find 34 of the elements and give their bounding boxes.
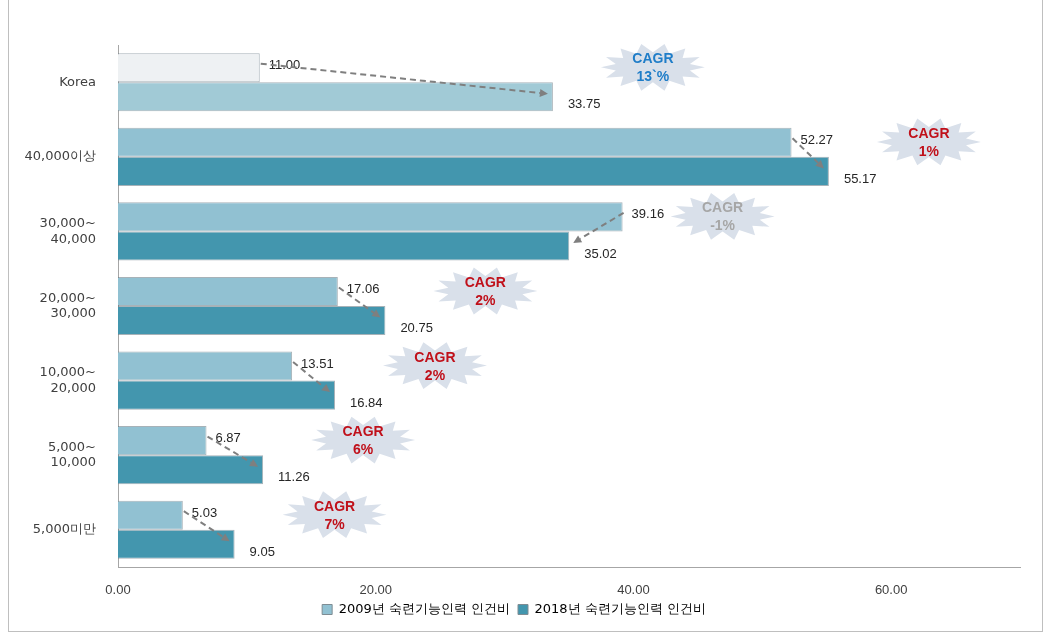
y-tick-label: 10,000~ 20,000: [39, 364, 96, 395]
data-label: 20.75: [400, 320, 433, 336]
annotation: CAGR 2%: [463, 273, 507, 309]
data-label: 11.26: [278, 469, 310, 485]
data-label: 11.00: [268, 57, 301, 73]
x-tick-label: 0.00: [105, 582, 131, 598]
annotation: CAGR -1%: [700, 198, 745, 235]
data-label: 39.16: [631, 206, 665, 222]
data-label: 13.51: [301, 355, 334, 371]
annotation: CAGR 2%: [413, 347, 457, 384]
x-tick-label: 60.00: [874, 582, 908, 598]
data-label: 33.75: [567, 96, 601, 112]
data-label: 17.06: [346, 281, 380, 297]
data-label: 16.84: [350, 394, 383, 410]
data-label: 55.17: [843, 170, 877, 186]
y-tick-label: 30,000~ 40,000: [39, 215, 96, 246]
data-label: 35.02: [584, 245, 617, 261]
y-tick-label: 40,000이상: [24, 148, 96, 164]
y-tick-label: 5,000미만: [32, 521, 96, 537]
annotation: CAGR 6%: [341, 422, 385, 459]
x-tick-label: 20.00: [359, 582, 392, 598]
y-tick-label: 5,000~ 10,000: [47, 438, 96, 470]
legend-label: 2018년 숙련기능인력 인건비: [534, 600, 706, 616]
legend-label: 2009년 숙련기능인력 인건비: [338, 600, 511, 616]
y-tick-label: Korea: [59, 73, 96, 89]
data-label: 52.27: [800, 131, 834, 147]
x-tick-label: 40.00: [617, 582, 650, 598]
y-tick-label: 20,000~ 30,000: [39, 289, 96, 321]
annotation: CAGR 13`%: [631, 49, 675, 86]
data-label: 5.03: [191, 504, 218, 520]
annotation: CAGR 1%: [907, 123, 951, 160]
data-label: 9.05: [249, 543, 275, 559]
annotation: CAGR 7%: [313, 496, 357, 533]
data-label: 6.87: [215, 430, 241, 446]
